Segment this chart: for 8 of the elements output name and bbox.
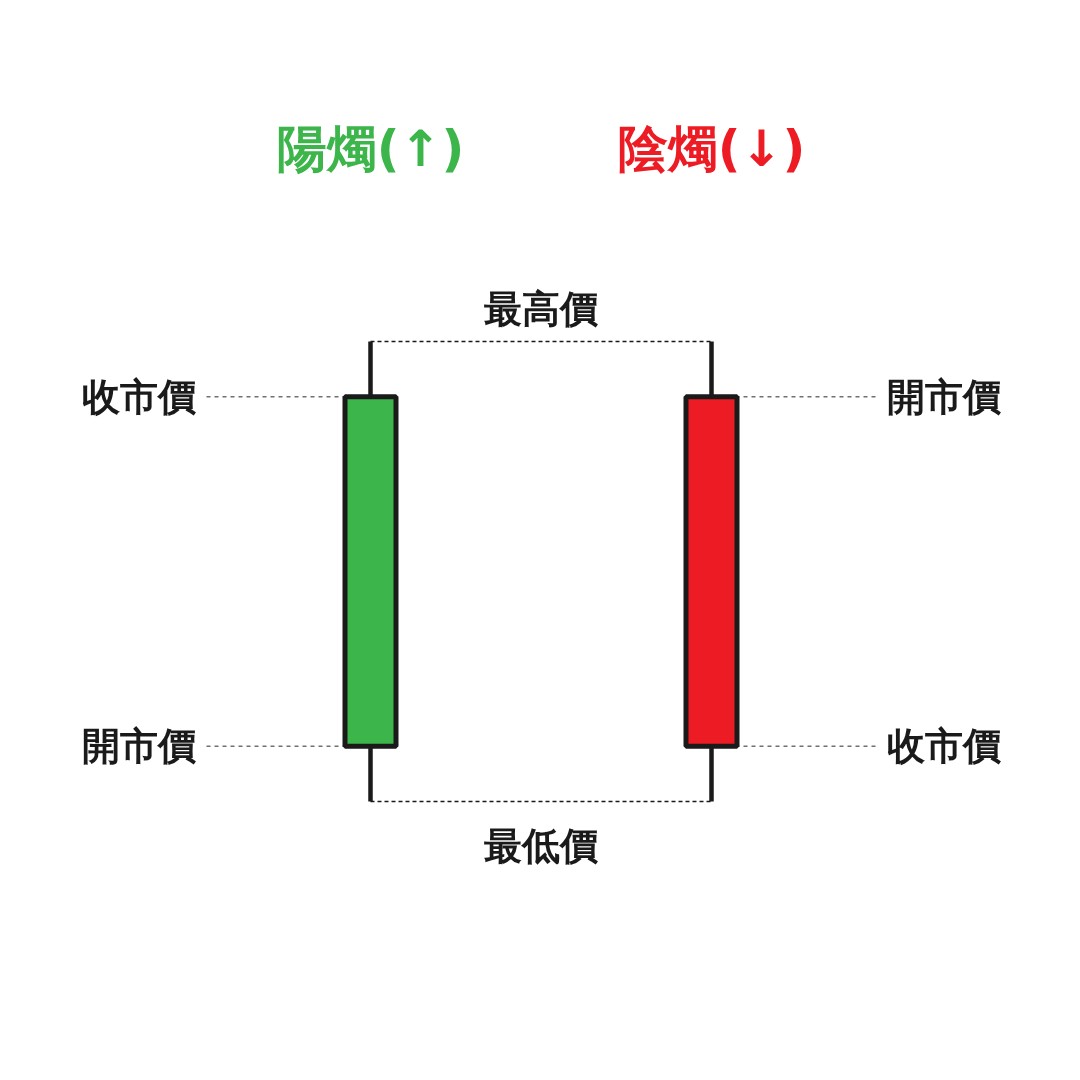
x-tick-label: 陽燭(↑) [276,119,465,178]
annotation: 開市價 [81,724,196,769]
x-tick-label: 陰燭(↓) [617,119,806,178]
text: 最低價 [484,823,598,868]
annotation: 收市價 [81,374,196,419]
annotation: 收市價 [886,724,1001,769]
text: 最高價 [484,286,598,331]
annotation: 開市價 [886,374,1001,419]
